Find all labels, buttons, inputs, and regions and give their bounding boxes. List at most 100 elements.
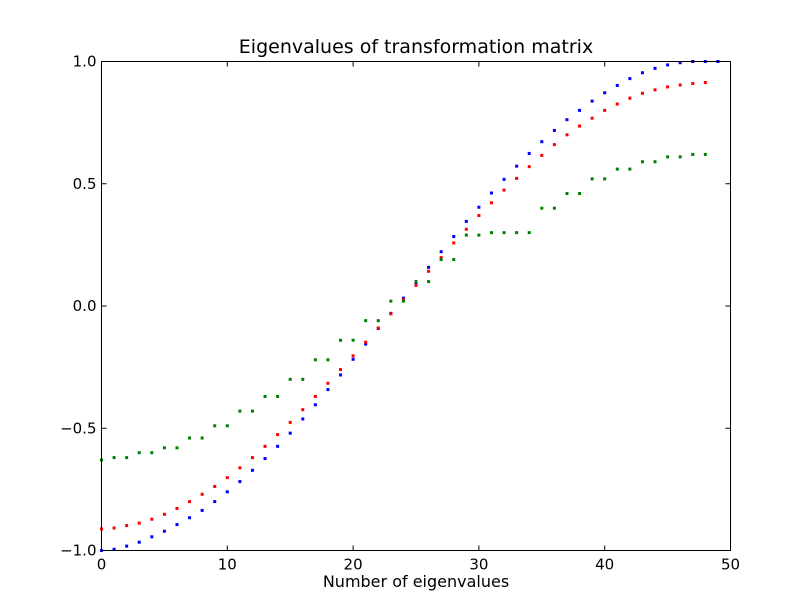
series-2-point	[578, 192, 582, 196]
series-0-point	[565, 118, 569, 122]
series-0-point	[288, 431, 292, 435]
series-2-point	[590, 177, 594, 181]
series-0-point	[615, 83, 619, 87]
series-1-point	[326, 381, 330, 385]
series-0-point	[489, 191, 493, 195]
x-tick-label: 0	[97, 556, 107, 574]
series-1-point	[414, 283, 418, 287]
series-0-point	[200, 508, 204, 512]
series-1-point	[628, 96, 632, 100]
series-1-point	[489, 201, 493, 205]
series-2-point	[263, 394, 267, 398]
x-tick-label: 20	[344, 556, 363, 574]
series-0-point	[162, 529, 166, 533]
plot-points	[100, 60, 720, 552]
series-1-point	[313, 394, 317, 398]
series-1-point	[502, 188, 506, 192]
series-1-point	[250, 456, 254, 460]
series-0-point	[527, 151, 531, 155]
series-2-point	[452, 258, 456, 262]
series-2-point	[540, 206, 544, 210]
series-1-point	[427, 269, 431, 273]
series-0-point	[452, 235, 456, 239]
series-1-point	[653, 88, 657, 92]
series-1-point	[188, 500, 192, 504]
series-1-point	[175, 506, 179, 510]
series-1-point	[590, 116, 594, 120]
series-2-point	[301, 377, 305, 381]
series-0-point	[603, 91, 607, 95]
series-2-point	[276, 394, 280, 398]
plot-frame	[101, 61, 731, 551]
x-tick-label: 50	[721, 556, 740, 574]
series-2-point	[401, 299, 405, 303]
series-0-point	[628, 77, 632, 81]
series-0-point	[137, 540, 141, 544]
y-tick-label: 0.5	[73, 175, 97, 193]
series-2-point	[364, 319, 368, 323]
series-2-point	[527, 231, 531, 235]
series-2-point	[640, 160, 644, 164]
series-2-point	[628, 167, 632, 171]
series-0-point	[250, 468, 254, 472]
x-tick-label: 30	[469, 556, 488, 574]
series-2-point	[552, 206, 556, 210]
series-2-point	[200, 436, 204, 440]
series-2-point	[150, 451, 154, 455]
series-0-point	[313, 403, 317, 407]
tick-labels: 0 10 20 30 40 50 −1.0 −0.5 0.0 0.5 1.0	[60, 53, 740, 574]
series-0-point	[653, 66, 657, 70]
series-2-point	[376, 319, 380, 323]
series-2-point	[615, 167, 619, 171]
series-1-point	[213, 484, 217, 488]
y-tick-label: −0.5	[60, 419, 96, 437]
series-0-point	[112, 547, 116, 551]
series-2-point	[188, 436, 192, 440]
series-1-point	[263, 444, 267, 448]
series-1-point	[376, 326, 380, 330]
series-2-point	[339, 338, 343, 342]
series-1-point	[527, 165, 531, 169]
series-0-point	[276, 444, 280, 448]
series-1-point	[578, 124, 582, 128]
series-0-point	[150, 535, 154, 539]
series-0-point	[225, 490, 229, 494]
series-1-point	[137, 521, 141, 525]
series-2-point	[238, 409, 242, 413]
series-2-point	[213, 424, 217, 428]
series-2-point	[691, 152, 695, 156]
series-2-point	[389, 299, 393, 303]
series-1-point	[288, 420, 292, 424]
series-1-point	[276, 433, 280, 437]
series-2-point	[351, 338, 355, 342]
series-0-point	[175, 523, 179, 527]
series-2-point	[414, 280, 418, 284]
series-0-point	[125, 544, 129, 548]
series-2-point	[489, 231, 493, 235]
series-1-point	[703, 81, 707, 85]
series-2-point	[313, 358, 317, 362]
series-1-point	[540, 153, 544, 157]
series-2-point	[225, 424, 229, 428]
series-2-point	[502, 231, 506, 235]
series-2-point	[137, 451, 141, 455]
series-1-point	[112, 526, 116, 530]
series-2-point	[175, 446, 179, 450]
series-2-point	[427, 280, 431, 284]
series-1-point	[339, 368, 343, 372]
series-2-point	[603, 177, 607, 181]
series-0-point	[590, 99, 594, 103]
y-tick-label: 0.0	[73, 297, 97, 315]
series-1-point	[301, 408, 305, 412]
y-tick-label: 1.0	[73, 53, 97, 71]
series-2-point	[666, 155, 670, 159]
series-1-point	[464, 227, 468, 231]
series-1-point	[351, 354, 355, 358]
series-1-point	[640, 91, 644, 95]
series-2-point	[288, 377, 292, 381]
series-1-point	[439, 256, 443, 260]
series-2-point	[125, 456, 129, 460]
series-0-point	[263, 457, 267, 461]
x-tick-label: 40	[595, 556, 614, 574]
